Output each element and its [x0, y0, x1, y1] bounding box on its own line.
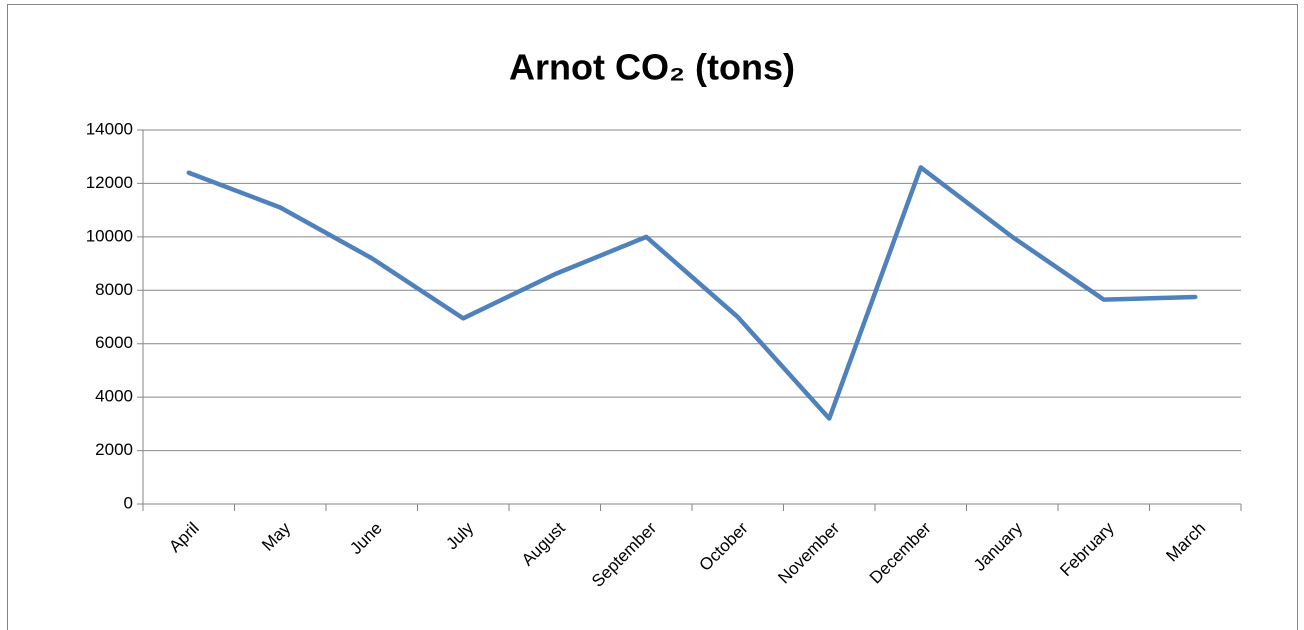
y-tick-label: 10000: [86, 226, 133, 245]
y-tick-label: 8000: [95, 280, 133, 299]
chart-border: [7, 4, 1298, 630]
y-tick-label: 4000: [95, 387, 133, 406]
series-line: [186, 165, 1198, 421]
y-tick-label: 14000: [86, 119, 133, 138]
chart-title: Arnot CO₂ (tons): [509, 47, 795, 88]
y-tick-label: 0: [124, 493, 133, 512]
y-tick-label: 2000: [95, 440, 133, 459]
y-tick-label: 6000: [95, 333, 133, 352]
y-tick-label: 12000: [86, 173, 133, 192]
